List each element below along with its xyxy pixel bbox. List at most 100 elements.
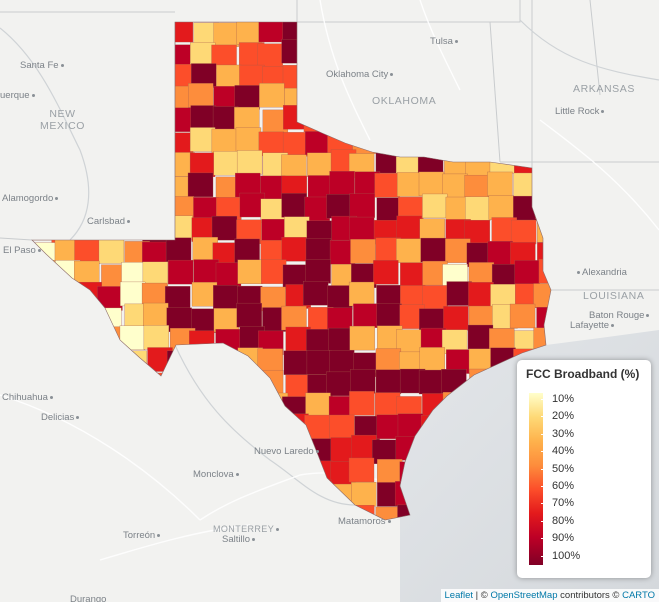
county[interactable] <box>193 259 219 284</box>
county[interactable] <box>350 239 376 264</box>
county[interactable] <box>74 260 100 286</box>
county[interactable] <box>510 219 537 245</box>
county[interactable] <box>215 262 242 287</box>
county[interactable] <box>514 260 540 285</box>
carto-link[interactable]: CARTO <box>622 590 655 601</box>
county[interactable] <box>190 105 216 130</box>
county[interactable] <box>374 173 400 198</box>
county[interactable] <box>350 369 376 394</box>
county[interactable] <box>349 325 375 351</box>
county[interactable] <box>396 238 422 263</box>
county[interactable] <box>281 237 307 262</box>
leaflet-link[interactable]: Leaflet <box>444 590 474 601</box>
county[interactable] <box>375 369 402 394</box>
county[interactable] <box>236 302 262 328</box>
county[interactable] <box>236 150 263 175</box>
county[interactable] <box>234 106 260 132</box>
county[interactable] <box>445 238 471 263</box>
county[interactable] <box>303 281 329 306</box>
county[interactable] <box>329 171 355 196</box>
county[interactable] <box>349 193 375 218</box>
county[interactable] <box>213 151 239 176</box>
county[interactable] <box>305 392 331 418</box>
county[interactable] <box>329 414 355 440</box>
county[interactable] <box>282 132 309 157</box>
county[interactable] <box>213 22 239 47</box>
county[interactable] <box>419 347 445 372</box>
county[interactable] <box>259 83 285 108</box>
county[interactable] <box>211 215 238 241</box>
county[interactable] <box>305 259 331 284</box>
county[interactable] <box>488 195 515 220</box>
county[interactable] <box>348 216 375 242</box>
county[interactable] <box>374 392 401 417</box>
county[interactable] <box>464 219 490 245</box>
county[interactable] <box>260 286 286 312</box>
county[interactable] <box>98 239 125 264</box>
county[interactable] <box>326 194 352 219</box>
county[interactable] <box>212 106 239 131</box>
county[interactable] <box>260 259 287 284</box>
county[interactable] <box>351 482 377 507</box>
county[interactable] <box>191 308 217 333</box>
county[interactable] <box>234 238 260 264</box>
county[interactable] <box>143 325 170 350</box>
county[interactable] <box>165 237 192 262</box>
county[interactable] <box>397 172 423 197</box>
county[interactable] <box>443 306 469 331</box>
county[interactable] <box>422 193 448 219</box>
county[interactable] <box>446 281 472 306</box>
county[interactable] <box>74 239 100 264</box>
county[interactable] <box>348 281 375 307</box>
county[interactable] <box>377 459 403 484</box>
county[interactable] <box>509 303 536 329</box>
county[interactable] <box>305 238 332 263</box>
county[interactable] <box>257 348 283 373</box>
county[interactable] <box>468 282 494 307</box>
county[interactable] <box>348 457 375 483</box>
county[interactable] <box>281 305 307 331</box>
county[interactable] <box>375 348 402 373</box>
county[interactable] <box>487 171 513 197</box>
county[interactable] <box>236 20 262 45</box>
county[interactable] <box>188 83 214 108</box>
county[interactable] <box>327 285 353 310</box>
county[interactable] <box>307 152 333 177</box>
county[interactable] <box>420 237 446 263</box>
county[interactable] <box>326 371 352 397</box>
county[interactable] <box>304 131 331 156</box>
county[interactable] <box>349 391 375 416</box>
county[interactable] <box>142 261 169 287</box>
county[interactable] <box>465 196 491 221</box>
county[interactable] <box>191 282 218 307</box>
county[interactable] <box>120 281 146 307</box>
county[interactable] <box>464 174 490 200</box>
county[interactable] <box>487 241 513 266</box>
county[interactable] <box>213 285 239 310</box>
county[interactable] <box>418 369 445 395</box>
county[interactable] <box>327 307 353 332</box>
county[interactable] <box>376 414 402 439</box>
county[interactable] <box>189 127 216 152</box>
county[interactable] <box>258 131 285 157</box>
county[interactable] <box>376 303 402 328</box>
county[interactable] <box>234 85 260 110</box>
county[interactable] <box>306 350 333 375</box>
county[interactable] <box>190 42 216 67</box>
county[interactable] <box>422 285 449 310</box>
county[interactable] <box>283 350 310 375</box>
county[interactable] <box>281 154 307 179</box>
county[interactable] <box>167 259 194 285</box>
osm-link[interactable]: OpenStreetMap <box>490 590 558 601</box>
county[interactable] <box>400 262 426 287</box>
county[interactable] <box>257 43 283 68</box>
county[interactable] <box>187 172 214 198</box>
county[interactable] <box>284 216 310 241</box>
county[interactable] <box>235 127 262 152</box>
county[interactable] <box>237 259 263 284</box>
county[interactable] <box>211 128 238 154</box>
county[interactable] <box>281 193 307 218</box>
county[interactable] <box>213 308 240 333</box>
county[interactable] <box>143 302 169 328</box>
